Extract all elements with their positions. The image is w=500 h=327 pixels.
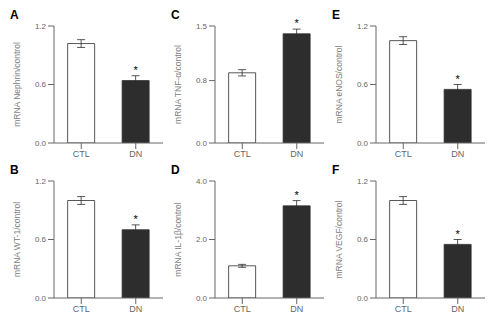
svg-text:0.8: 0.8	[196, 76, 208, 85]
svg-text:CTL: CTL	[73, 304, 90, 314]
html-text:E: E	[332, 8, 340, 22]
html-text:C: C	[171, 8, 180, 22]
svg-text:CTL: CTL	[395, 304, 412, 314]
svg-text:mRNA eNOS/control: mRNA eNOS/control	[334, 45, 344, 123]
svg-text:CTL: CTL	[234, 149, 251, 159]
html-text:A: A	[10, 8, 19, 22]
svg-text:1.2: 1.2	[357, 177, 369, 186]
svg-text:*: *	[455, 228, 460, 240]
svg-text:1.2: 1.2	[35, 22, 47, 31]
svg-text:*: *	[294, 17, 299, 29]
svg-text:mRNA TNF-α/control: mRNA TNF-α/control	[173, 45, 183, 124]
svg-text:0.0: 0.0	[196, 139, 208, 148]
svg-text:CTL: CTL	[73, 149, 90, 159]
svg-text:0.0: 0.0	[35, 294, 47, 303]
svg-text:DN: DN	[451, 149, 464, 159]
svg-text:mRNA IL-1β/control: mRNA IL-1β/control	[173, 202, 183, 276]
svg-text:1.2: 1.2	[357, 22, 369, 31]
svg-text:*: *	[133, 64, 138, 76]
svg-text:1.2: 1.2	[35, 177, 47, 186]
svg-text:*: *	[294, 189, 299, 201]
html-text:B: B	[10, 163, 19, 177]
svg-text:2.0: 2.0	[196, 235, 208, 244]
svg-text:0.0: 0.0	[35, 139, 47, 148]
svg-text:mRNA Nephrin/control: mRNA Nephrin/control	[12, 42, 22, 127]
svg-text:DN: DN	[451, 304, 464, 314]
svg-text:CTL: CTL	[234, 304, 251, 314]
svg-text:0.6: 0.6	[35, 235, 47, 244]
svg-text:mRNA WT-1/control: mRNA WT-1/control	[12, 202, 22, 277]
html-text:F: F	[332, 163, 340, 177]
svg-text:mRNA VEGF/control: mRNA VEGF/control	[334, 200, 344, 278]
svg-text:DN: DN	[290, 304, 303, 314]
svg-text:1.5: 1.5	[196, 22, 208, 31]
svg-text:0.0: 0.0	[196, 294, 208, 303]
svg-text:DN: DN	[129, 304, 142, 314]
svg-text:DN: DN	[290, 149, 303, 159]
svg-text:0.6: 0.6	[357, 80, 369, 89]
html-text:D: D	[171, 163, 180, 177]
svg-text:4.0: 4.0	[196, 177, 208, 186]
svg-text:0.0: 0.0	[357, 294, 369, 303]
svg-text:0.0: 0.0	[357, 139, 369, 148]
svg-text:DN: DN	[129, 149, 142, 159]
svg-text:0.6: 0.6	[35, 80, 47, 89]
svg-text:*: *	[133, 213, 138, 225]
svg-text:*: *	[455, 73, 460, 85]
svg-text:0.6: 0.6	[357, 235, 369, 244]
svg-text:CTL: CTL	[395, 149, 412, 159]
